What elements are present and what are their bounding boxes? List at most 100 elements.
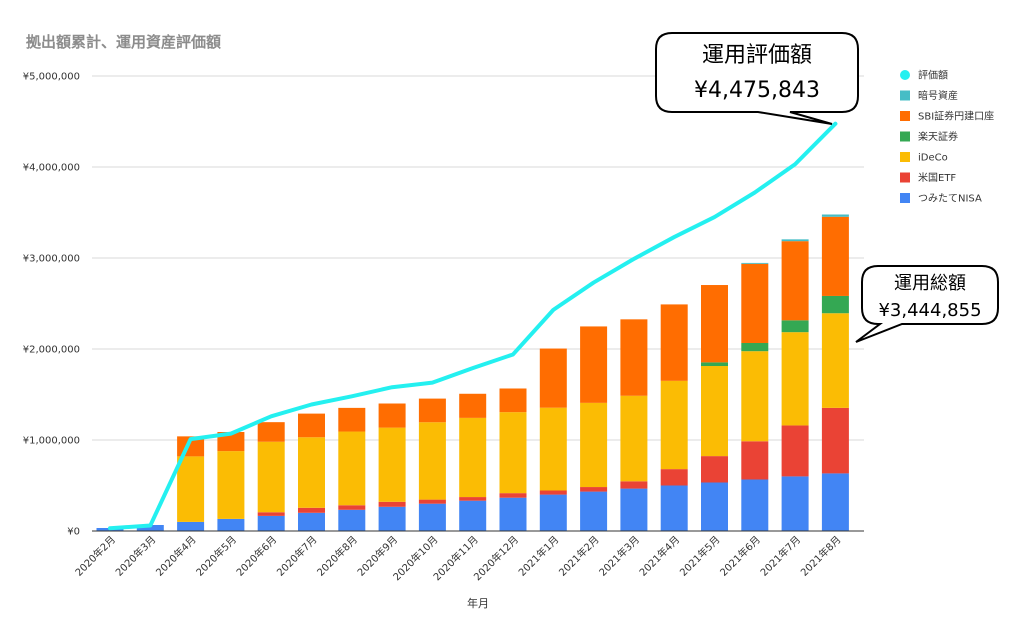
callout-valuation-bubble bbox=[655, 32, 859, 125]
bar-segment bbox=[177, 521, 205, 531]
y-tick-label: ¥1,000,000 bbox=[23, 436, 80, 447]
bar-segment bbox=[418, 422, 446, 500]
legend-label: 暗号資産 bbox=[918, 89, 958, 102]
bar-segment bbox=[741, 351, 769, 442]
x-tick-label: 2020年2月 bbox=[72, 533, 118, 579]
x-tick-label: 2020年7月 bbox=[274, 533, 320, 579]
x-axis-label: 年月 bbox=[467, 596, 489, 610]
bar-segment bbox=[418, 503, 446, 531]
bar-segment bbox=[821, 214, 849, 217]
bar-segment bbox=[821, 295, 849, 314]
bar-segment bbox=[580, 487, 608, 492]
bar-segment bbox=[781, 320, 809, 333]
bar-segment bbox=[459, 500, 487, 531]
x-tick-label: 2020年9月 bbox=[354, 533, 400, 579]
bar-segment bbox=[136, 524, 164, 531]
bar-segment bbox=[741, 479, 769, 531]
bar-segment bbox=[660, 380, 688, 470]
bar-segment bbox=[660, 485, 688, 531]
bar-segment bbox=[378, 403, 406, 428]
bar-segment bbox=[459, 393, 487, 418]
bar-segment bbox=[620, 319, 648, 396]
bar-segment bbox=[539, 407, 567, 491]
x-tick-label: 2021年3月 bbox=[596, 533, 642, 579]
bar-segment bbox=[620, 395, 648, 482]
y-axis-ticks: ¥0 ¥1,000,000 ¥2,000,000 ¥3,000,000 ¥4,000,0… bbox=[23, 72, 80, 538]
x-tick-label: 2021年7月 bbox=[757, 533, 803, 579]
bar-segment bbox=[620, 481, 648, 489]
y-tick-label: ¥0 bbox=[67, 527, 80, 538]
legend-label: 米国ETF bbox=[918, 171, 956, 184]
legend-swatch bbox=[900, 152, 910, 162]
y-tick-label: ¥4,000,000 bbox=[23, 163, 80, 174]
bar-segment bbox=[660, 304, 688, 381]
bar-segment bbox=[701, 366, 728, 457]
bar-segment bbox=[580, 491, 608, 531]
bar-segment bbox=[378, 501, 406, 507]
bar-segment bbox=[378, 427, 406, 502]
bar-segment bbox=[821, 473, 849, 531]
bar-segment bbox=[539, 490, 567, 495]
legend-marker bbox=[900, 70, 910, 80]
legend-swatch bbox=[900, 90, 910, 101]
bar-segment bbox=[499, 493, 527, 498]
callout-total-bubble bbox=[855, 265, 999, 343]
bar-segment bbox=[821, 313, 849, 408]
bar-segment bbox=[821, 407, 849, 474]
callout-valuation-label: 運用評価額 bbox=[702, 43, 812, 68]
bar-segment bbox=[418, 499, 446, 504]
x-tick-label: 2020年4月 bbox=[153, 533, 199, 579]
gridlines bbox=[92, 75, 864, 441]
y-tick-label: ¥5,000,000 bbox=[23, 72, 80, 83]
x-tick-label: 2021年6月 bbox=[717, 533, 763, 579]
bar-segment bbox=[257, 422, 285, 442]
valuation-line-path bbox=[108, 121, 838, 531]
bar-segment bbox=[701, 456, 728, 483]
bar-segment bbox=[459, 497, 487, 501]
legend-swatch bbox=[900, 131, 910, 142]
bar-segment bbox=[217, 451, 245, 519]
bar-segment bbox=[378, 506, 406, 531]
x-tick-label: 2020年3月 bbox=[113, 533, 159, 579]
legend-label: iDeCo bbox=[918, 153, 948, 164]
valuation-line bbox=[108, 121, 838, 531]
x-axis-ticks: 2020年2月2020年3月2020年4月2020年5月2020年6月2020年… bbox=[72, 533, 843, 583]
bar-segment bbox=[701, 482, 728, 531]
bar-segment bbox=[338, 407, 366, 432]
legend-label: つみたてNISA bbox=[918, 193, 982, 205]
bar-segment bbox=[499, 388, 527, 413]
bar-segment bbox=[741, 262, 769, 264]
bar-segment bbox=[177, 456, 205, 522]
x-tick-label: 2021年5月 bbox=[677, 533, 723, 579]
legend-swatch bbox=[900, 172, 910, 183]
bar-segment bbox=[217, 518, 245, 531]
x-tick-label: 2021年2月 bbox=[556, 533, 602, 579]
x-tick-label: 2021年1月 bbox=[516, 533, 562, 579]
bar-segment bbox=[298, 512, 325, 531]
bar-segment bbox=[821, 216, 849, 296]
chart-title: 拠出額累計、運用資産評価額 bbox=[26, 33, 221, 51]
bar-segment bbox=[580, 402, 608, 488]
bar-segment bbox=[217, 431, 245, 452]
legend-label: 楽天証券 bbox=[918, 130, 958, 143]
y-tick-label: ¥2,000,000 bbox=[23, 345, 80, 356]
bar-segment bbox=[298, 507, 325, 513]
callout-total: 運用総額 ¥3,444,855 bbox=[855, 265, 999, 343]
bar-segment bbox=[257, 512, 285, 516]
bar-segment bbox=[741, 342, 769, 352]
bar-segment bbox=[499, 497, 527, 531]
bar-segment bbox=[338, 509, 366, 531]
callout-valuation: 運用評価額 ¥4,475,843 bbox=[655, 32, 859, 125]
legend-label: SBI証券円建口座 bbox=[918, 110, 994, 123]
bar-segment bbox=[257, 515, 285, 531]
bar-segment bbox=[298, 437, 325, 508]
legend-swatch bbox=[900, 111, 910, 121]
bar-segment bbox=[499, 412, 527, 494]
callout-total-value: ¥3,444,855 bbox=[878, 300, 981, 321]
bar-segment bbox=[580, 326, 608, 403]
bar-segment bbox=[539, 348, 567, 408]
bar-segment bbox=[781, 476, 809, 531]
bar-segment bbox=[539, 494, 567, 531]
bar-segment bbox=[257, 441, 285, 513]
